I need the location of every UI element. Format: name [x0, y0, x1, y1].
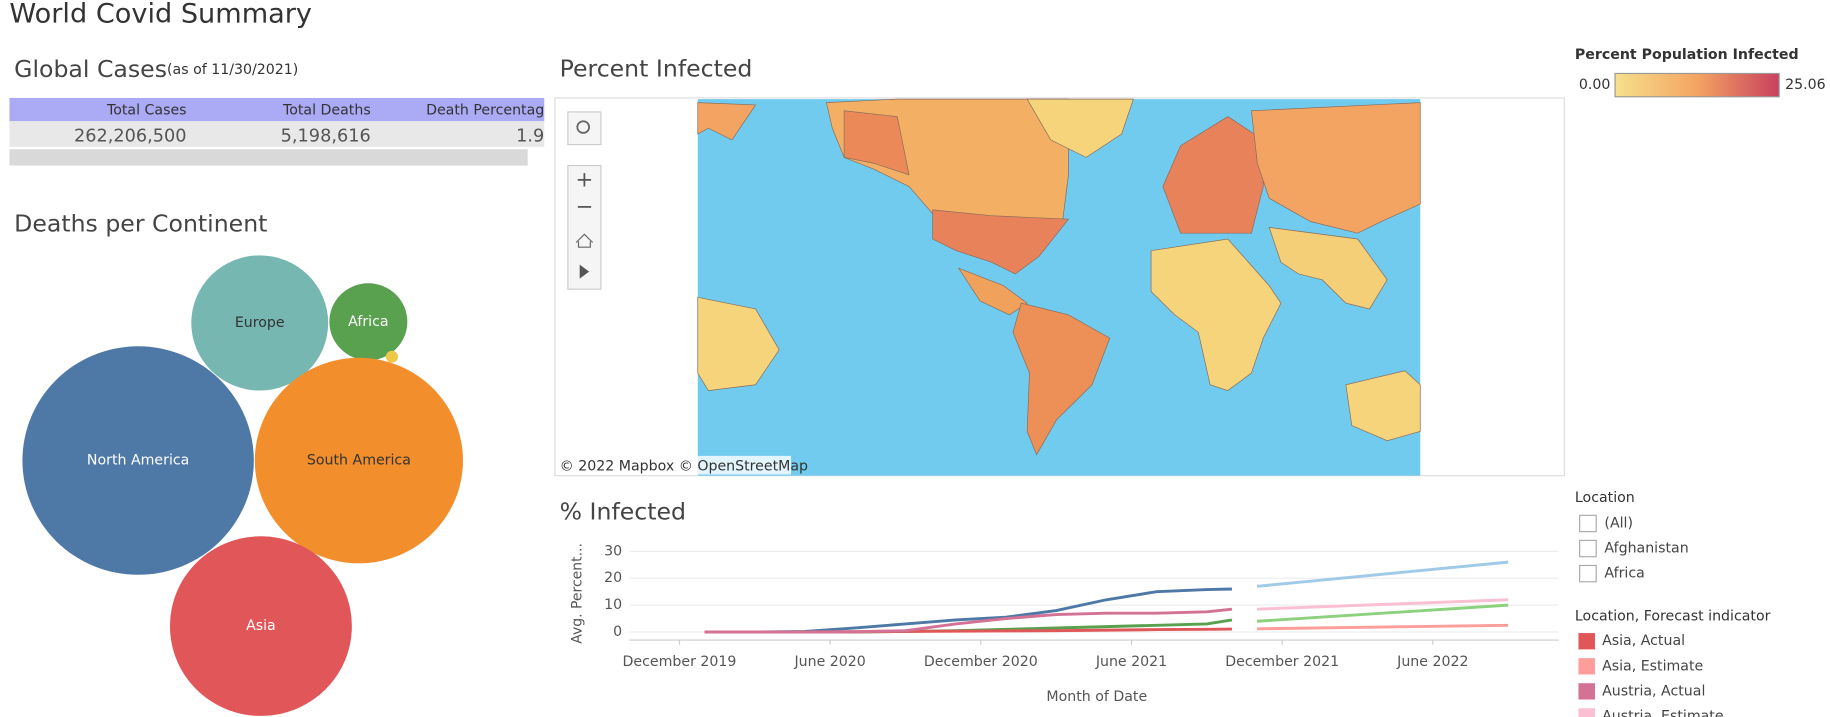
land [1150, 238, 1282, 391]
table-header [9, 97, 545, 122]
land [1345, 370, 1421, 442]
scrollbar[interactable] [9, 149, 528, 166]
x-axis-label: Month of Date [1046, 689, 1147, 705]
land [697, 102, 757, 141]
cell: 262,206,500 [74, 126, 187, 146]
cell: 1.9 [516, 126, 544, 146]
search-button[interactable] [567, 111, 602, 146]
map-legend-title: Percent Population Infected [1575, 47, 1799, 63]
legend-label: Asia, Estimate [1602, 658, 1703, 674]
y-tick-label: 10 [604, 597, 622, 613]
series-line [1257, 623, 1509, 631]
legend-label: Austria, Actual [1602, 683, 1705, 699]
zoom-in[interactable]: + [575, 167, 593, 192]
bubble-title: Deaths per Continent [14, 210, 267, 238]
y-tick-label: 0 [613, 624, 622, 640]
home-button[interactable] [575, 233, 594, 248]
table-row [9, 121, 545, 147]
x-tick-label: December 2020 [924, 654, 1038, 670]
land [1268, 226, 1388, 310]
cell: 5,198,616 [281, 126, 371, 146]
land [932, 209, 1070, 275]
land [1026, 98, 1134, 158]
line-legend-title: Location, Forecast indicator [1575, 609, 1771, 625]
column-header: Total Deaths [282, 103, 371, 119]
map[interactable] [697, 98, 1421, 476]
filter-option: Afghanistan [1604, 541, 1688, 557]
color-bar [1614, 72, 1780, 98]
map-controls: + − [567, 111, 602, 290]
search-icon [576, 120, 591, 134]
y-axis-label: Avg. Percent... [569, 543, 585, 644]
x-tick-label: June 2021 [1095, 654, 1167, 670]
x-tick-label: June 2020 [793, 654, 865, 670]
filter-option: (All) [1604, 516, 1633, 532]
color-max: 25.06 [1785, 77, 1826, 93]
y-tick-label: 30 [604, 543, 622, 559]
bubble [385, 350, 399, 363]
bubble-label: Africa [348, 314, 388, 330]
x-tick-label: June 2022 [1396, 654, 1468, 670]
filter-option: Africa [1604, 566, 1644, 582]
bubble-label: North America [87, 453, 189, 469]
bubble [254, 357, 463, 564]
dashboard-title: World Covid Summary [9, 0, 312, 30]
bubble-label: Asia [246, 618, 276, 634]
land [843, 110, 910, 176]
series-line [1256, 598, 1509, 611]
color-min: 0.00 [1579, 77, 1611, 93]
kpi-subtitle: (as of 11/30/2021) [167, 62, 298, 78]
map-attribution: © 2022 Mapbox © OpenStreetMap [560, 458, 808, 474]
bubble [22, 346, 254, 575]
series-line [1256, 560, 1509, 588]
legend-label: Austria, Estimate [1602, 708, 1723, 717]
filter-checkbox[interactable] [1579, 514, 1597, 533]
kpi-title: Global Cases(as of 11/30/2021) [14, 55, 298, 83]
x-tick-label: December 2019 [623, 654, 737, 670]
kpi-table: Total Cases Total Deaths Death Percentag… [9, 97, 545, 166]
line-title: % Infected [560, 498, 686, 526]
series-line [1256, 603, 1509, 623]
land [1251, 102, 1421, 234]
map-title: Percent Infected [560, 55, 753, 83]
land [697, 296, 780, 391]
column-header: Death Percentag [426, 103, 544, 119]
filter-checkbox[interactable] [1579, 564, 1597, 583]
legend-swatch [1578, 683, 1595, 700]
series-line [704, 607, 1233, 634]
attribution-bg [556, 455, 792, 475]
zoom-out[interactable]: − [575, 194, 593, 219]
column-header: Total Cases [106, 103, 187, 119]
bubble [169, 536, 352, 716]
land [1012, 302, 1111, 456]
x-tick-label: December 2021 [1225, 654, 1339, 670]
plot-area [629, 543, 1559, 641]
legend-swatch [1578, 658, 1595, 675]
bubble-label: Europe [235, 315, 285, 331]
land [957, 267, 1028, 316]
pan-button[interactable] [579, 264, 590, 279]
y-tick-label: 20 [604, 570, 622, 586]
bubble [191, 255, 329, 391]
legend-swatch [1578, 633, 1595, 650]
filter-checkbox[interactable] [1579, 539, 1597, 558]
legend-swatch [1578, 708, 1595, 717]
legend-label: Asia, Actual [1602, 633, 1685, 649]
bubble [329, 283, 408, 361]
kpi-title-text: Global Cases [14, 55, 167, 83]
bubble-label: South America [307, 453, 411, 469]
filter-title: Location [1575, 490, 1635, 506]
